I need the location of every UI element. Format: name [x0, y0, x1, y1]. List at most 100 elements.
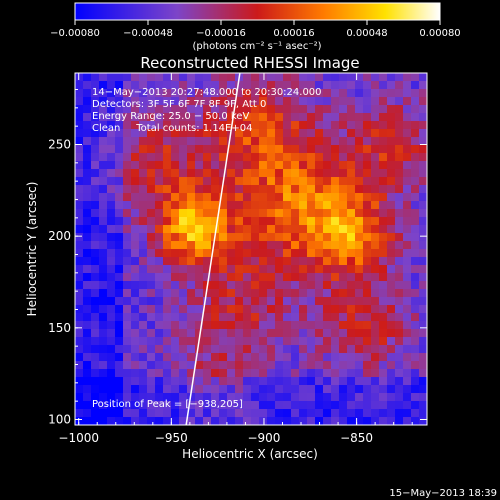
heatmap-cell — [123, 345, 132, 354]
heatmap-cell — [299, 193, 308, 202]
heatmap-cell — [155, 153, 164, 162]
heatmap-cell — [123, 353, 132, 362]
heatmap-cell — [235, 121, 244, 130]
heatmap-cell — [371, 73, 380, 82]
heatmap-cell — [187, 81, 196, 90]
heatmap-cell — [115, 201, 124, 210]
heatmap-cell — [107, 337, 116, 346]
heatmap-cell — [387, 361, 396, 370]
heatmap-cell — [363, 113, 372, 122]
heatmap-cell — [331, 169, 340, 178]
heatmap-cell — [259, 201, 268, 210]
heatmap-cell — [363, 273, 372, 282]
heatmap-cell — [291, 329, 300, 338]
heatmap-cell — [243, 345, 252, 354]
heatmap-cell — [363, 377, 372, 386]
heatmap-cell — [203, 97, 212, 106]
heatmap-cell — [379, 89, 388, 98]
heatmap-cell — [331, 353, 340, 362]
heatmap-cell — [315, 385, 324, 394]
heatmap-cell — [331, 241, 340, 250]
heatmap-cell — [147, 313, 156, 322]
heatmap-cell — [195, 353, 204, 362]
heatmap-cell — [347, 97, 356, 106]
heatmap-cell — [323, 273, 332, 282]
heatmap-cell — [187, 105, 196, 114]
heatmap-cell — [147, 401, 156, 410]
heatmap-cell — [379, 401, 388, 410]
heatmap-cell — [139, 369, 148, 378]
heatmap-cell — [395, 81, 404, 90]
heatmap-cell — [251, 121, 260, 130]
heatmap-cell — [275, 353, 284, 362]
heatmap-cell — [371, 281, 380, 290]
heatmap-cell — [387, 313, 396, 322]
heatmap-cell — [379, 121, 388, 130]
heatmap-cell — [147, 185, 156, 194]
heatmap-cell — [339, 217, 348, 226]
x-tick-label: −900 — [247, 431, 280, 445]
heatmap-cell — [123, 225, 132, 234]
heatmap-cell — [315, 393, 324, 402]
heatmap-cell — [123, 89, 132, 98]
heatmap-cell — [411, 281, 420, 290]
x-tick-label: −1000 — [58, 431, 99, 445]
heatmap-cell — [275, 129, 284, 138]
heatmap-cell — [139, 121, 148, 130]
heatmap-cell — [147, 169, 156, 178]
heatmap-cell — [91, 161, 100, 170]
heatmap-cell — [395, 193, 404, 202]
heatmap-cell — [163, 385, 172, 394]
heatmap-cell — [307, 241, 316, 250]
heatmap-cell — [323, 345, 332, 354]
heatmap-cell — [179, 281, 188, 290]
heatmap-cell — [171, 353, 180, 362]
heatmap-cell — [107, 137, 116, 146]
heatmap-cell — [395, 385, 404, 394]
heatmap-cell — [291, 193, 300, 202]
heatmap-cell — [243, 209, 252, 218]
heatmap-cell — [379, 113, 388, 122]
heatmap-cell — [131, 193, 140, 202]
heatmap-cell — [203, 121, 212, 130]
heatmap-cell — [235, 281, 244, 290]
heatmap-cell — [171, 265, 180, 274]
heatmap-cell — [331, 329, 340, 338]
heatmap-cell — [411, 153, 420, 162]
heatmap-cell — [243, 281, 252, 290]
heatmap-cell — [283, 241, 292, 250]
heatmap-cell — [115, 193, 124, 202]
heatmap-cell — [347, 337, 356, 346]
heatmap-cell — [419, 153, 427, 162]
heatmap-cell — [299, 217, 308, 226]
heatmap-cell — [299, 401, 308, 410]
heatmap-cell — [395, 281, 404, 290]
heatmap-cell — [75, 273, 84, 282]
heatmap-cell — [371, 209, 380, 218]
heatmap-cell — [131, 265, 140, 274]
heatmap-cell — [219, 225, 228, 234]
heatmap-cell — [243, 121, 252, 130]
heatmap-cell — [211, 121, 220, 130]
heatmap-cell — [363, 233, 372, 242]
heatmap-cell — [131, 273, 140, 282]
heatmap-cell — [139, 233, 148, 242]
heatmap-cell — [211, 353, 220, 362]
heatmap-cell — [299, 105, 308, 114]
heatmap-cell — [147, 73, 156, 82]
heatmap-cell — [323, 185, 332, 194]
heatmap-cell — [387, 241, 396, 250]
heatmap-cell — [411, 377, 420, 386]
heatmap-cell — [99, 321, 108, 330]
heatmap-cell — [395, 153, 404, 162]
heatmap-cell — [179, 113, 188, 122]
heatmap-cell — [283, 321, 292, 330]
heatmap-cell — [339, 369, 348, 378]
heatmap-cell — [379, 329, 388, 338]
heatmap-cell — [203, 177, 212, 186]
heatmap-cell — [419, 177, 427, 186]
heatmap-cell — [259, 137, 268, 146]
heatmap-cell — [259, 169, 268, 178]
heatmap-cell — [171, 161, 180, 170]
heatmap-cell — [235, 209, 244, 218]
